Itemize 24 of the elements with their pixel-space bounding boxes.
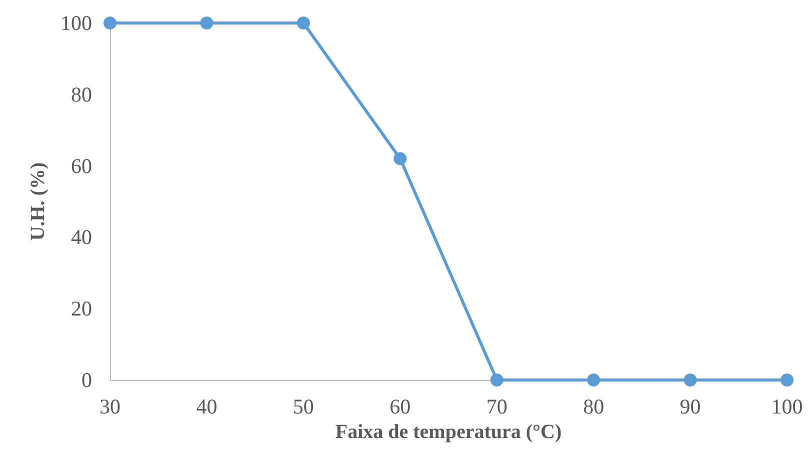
y-tick-label: 80 (71, 82, 92, 106)
point (104, 16, 116, 30)
point (200, 16, 214, 30)
x-tick-label: 100 (771, 394, 803, 418)
point (587, 374, 600, 386)
x-tick-label: 90 (680, 394, 701, 418)
point (684, 374, 697, 386)
x-tick-label: 80 (583, 394, 604, 418)
x-tick-label: 60 (390, 394, 411, 418)
y-tick-label: 0 (82, 368, 92, 392)
point (296, 16, 310, 30)
x-tick-label: 40 (196, 394, 218, 418)
y-tick-label: 100 (60, 11, 92, 35)
x-tick-label: 30 (100, 394, 120, 418)
point (780, 374, 794, 386)
y-tick-label: 20 (71, 296, 92, 321)
point (490, 374, 504, 386)
x-tick-label: 50 (292, 394, 314, 418)
point (394, 152, 407, 166)
x-tick-label: 70 (486, 394, 508, 418)
y-tick-label: 60 (71, 154, 92, 178)
x-axis-title: Faixa de temperatura (°C) (335, 420, 562, 443)
y-tick-label: 40 (71, 225, 92, 250)
y-axis-title: U.H. (%) (27, 162, 49, 241)
